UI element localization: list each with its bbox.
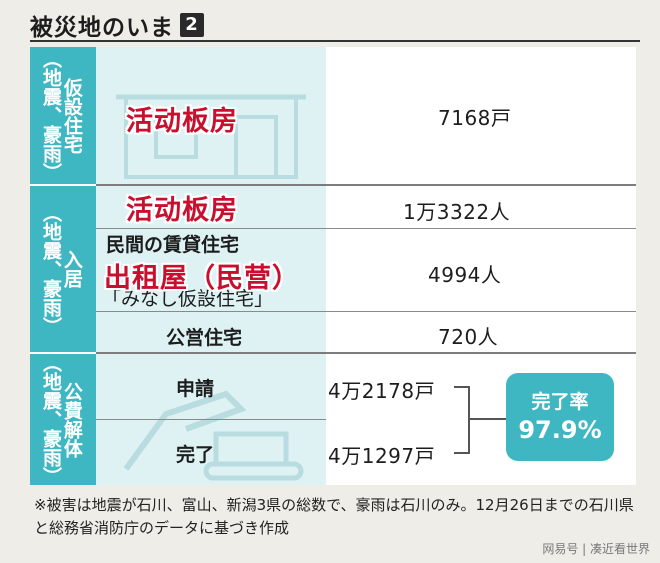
rate-value: 97.9% — [518, 416, 602, 444]
public-housing-label: 公営住宅 — [166, 327, 243, 349]
housing-overlay-text: 活动板房 — [126, 106, 238, 137]
row-divider — [96, 228, 636, 229]
footnote: ※被害は地震が石川、富山、新潟3県の総数で、豪雨は石川のみ。12月26日までの石… — [34, 496, 634, 537]
residents-mid-panel: 活动板房 民間の賃貸住宅 「みなし仮設住宅」 出租屋（民营） 公営住宅 — [96, 186, 326, 352]
section-label-residents: （地震、豪雨） 入居 — [30, 186, 96, 352]
housing-value: 7168戸 — [438, 106, 512, 130]
demolition-label-sub: （地震、豪雨） — [40, 353, 62, 486]
title-rule — [30, 40, 640, 42]
data-table: （地震、豪雨） 仮設住宅 活动板房 7168戸 （地震、豪雨） 入居 活动板房 … — [30, 47, 636, 486]
title-text: 被災地のいま — [30, 15, 174, 41]
housing-mid-panel: 活动板房 — [96, 47, 326, 184]
residents-value-top: 1万3322人 — [403, 200, 511, 224]
row-divider — [96, 311, 636, 312]
residents-value-private: 4994人 — [428, 263, 502, 287]
bracket-tail — [470, 418, 506, 420]
residents-overlay-private: 出租屋（民营） — [104, 263, 300, 294]
applied-value: 4万2178戸 — [328, 379, 436, 403]
bracket-connector — [454, 386, 470, 454]
page-title: 被災地のいま 2 — [30, 8, 204, 42]
private-rental-line3: 「みなし仮設住宅」 — [102, 288, 274, 310]
excavator-icon — [123, 390, 304, 481]
section-divider — [96, 184, 636, 186]
rate-label: 完了率 — [531, 391, 589, 413]
applied-label: 申請 — [176, 378, 215, 400]
private-rental-line1: 民間の賃貸住宅 — [106, 234, 240, 256]
demolition-label-main: 公費解体 — [60, 381, 83, 458]
prefab-house-icon — [116, 94, 306, 179]
title-number-badge: 2 — [180, 13, 204, 37]
residents-label-sub: （地震、豪雨） — [40, 202, 62, 336]
section-label-housing: （地震、豪雨） 仮設住宅 — [30, 47, 96, 184]
section-divider — [96, 352, 636, 354]
residents-overlay-top: 活动板房 — [126, 195, 238, 226]
row-divider — [96, 419, 326, 420]
housing-label-main: 仮設住宅 — [60, 77, 83, 154]
watermark: 网易号 | 凑近看世界 — [542, 542, 650, 556]
residents-value-public: 720人 — [438, 325, 499, 349]
residents-label-main: 入居 — [60, 250, 83, 288]
completion-rate-badge: 完了率 97.9% — [506, 373, 614, 461]
housing-label-sub: （地震、豪雨） — [40, 49, 62, 182]
completed-value: 4万1297戸 — [328, 444, 436, 468]
section-label-demolition: （地震、豪雨） 公費解体 — [30, 353, 96, 486]
completed-label: 完了 — [176, 444, 215, 466]
